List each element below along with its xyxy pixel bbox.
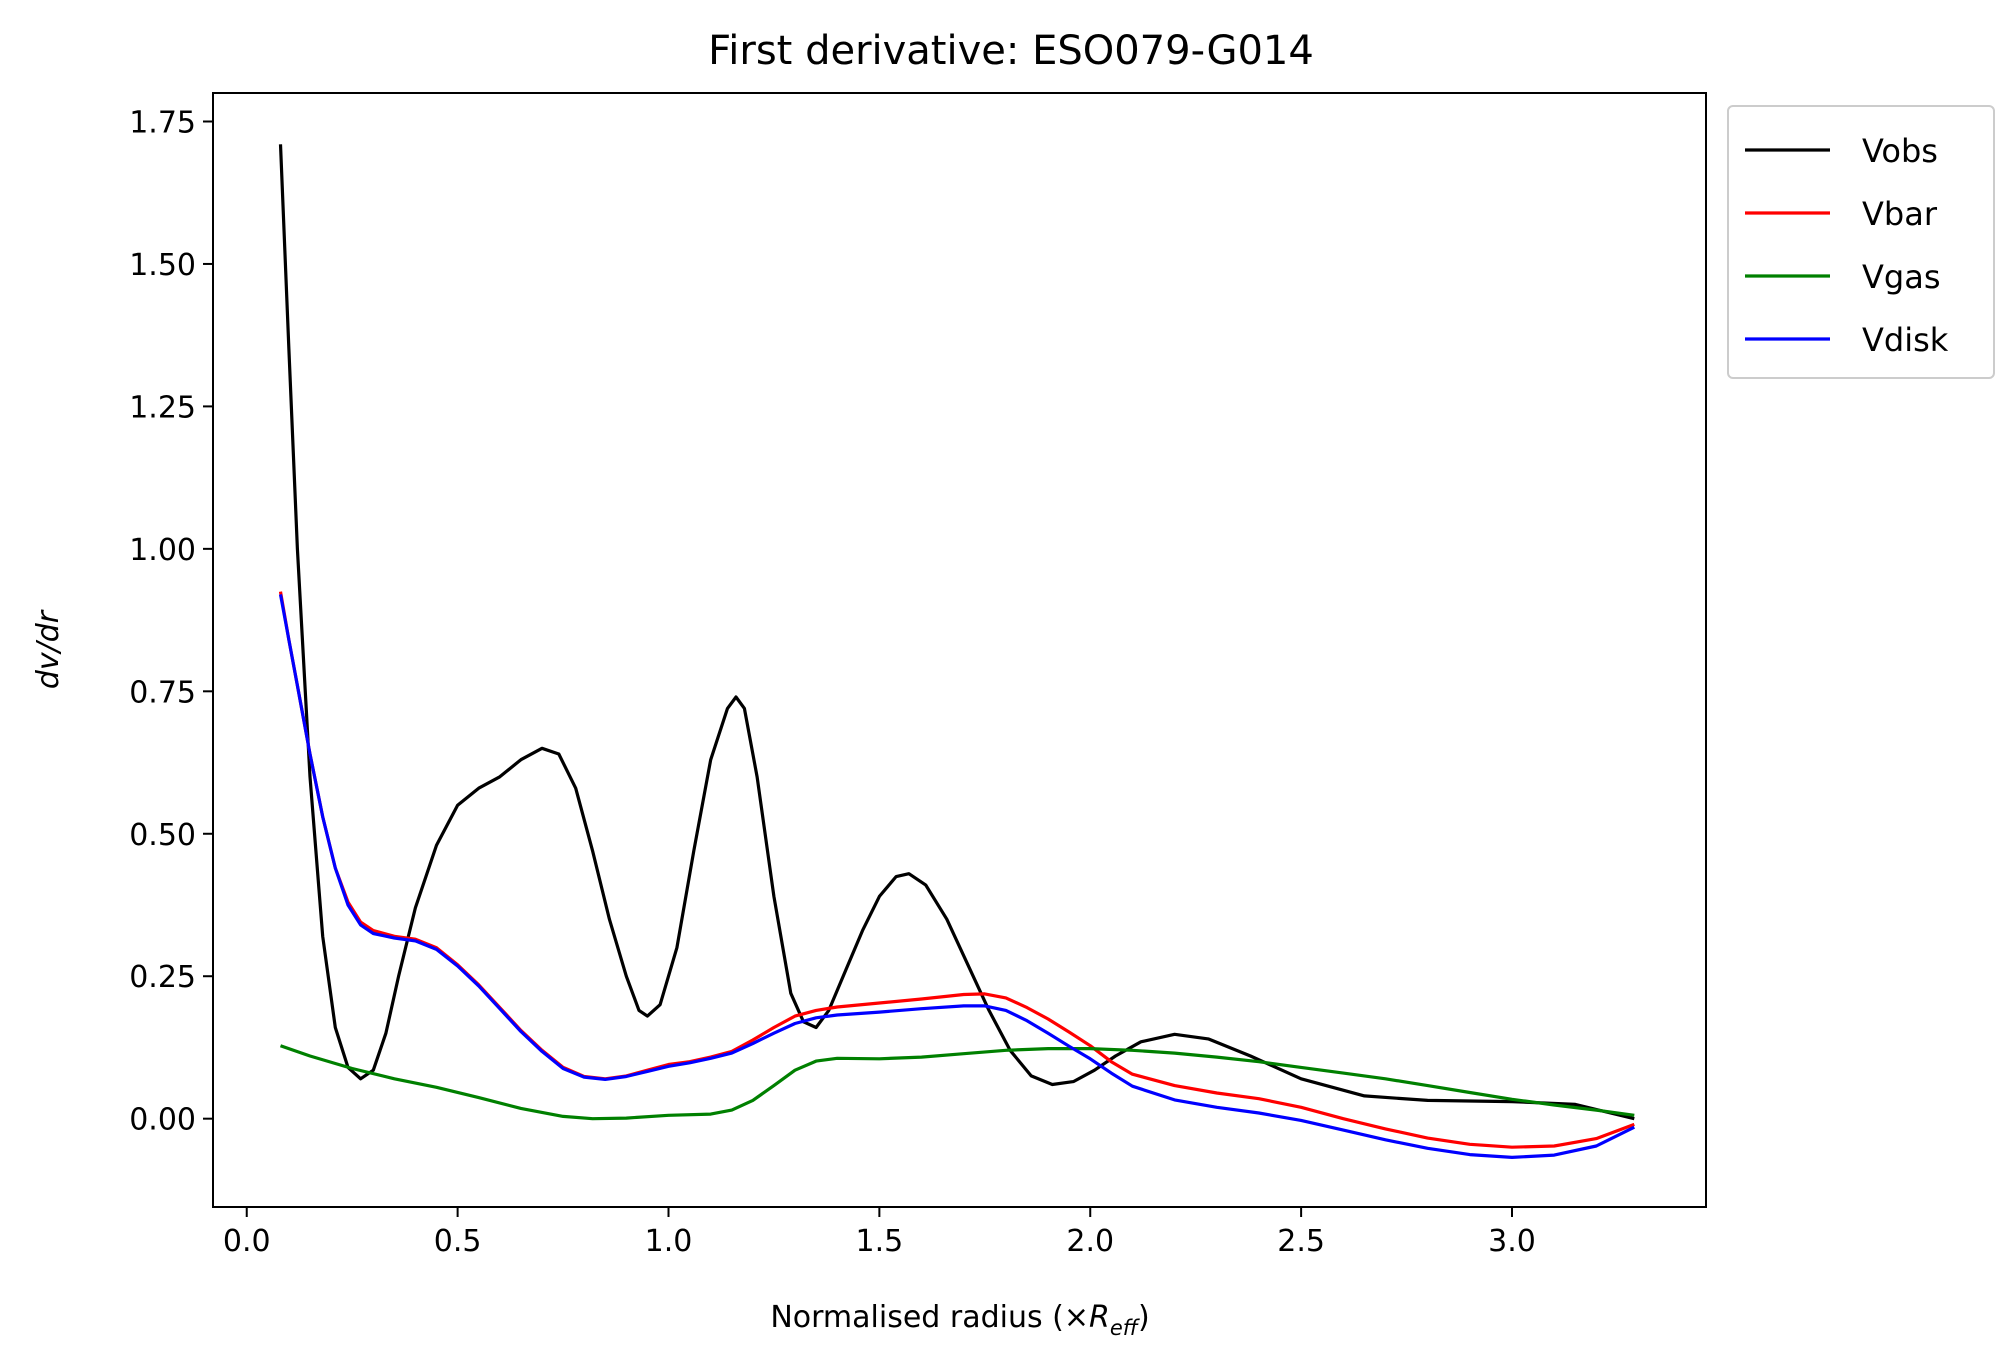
x-tick-label: 2.5 [1277, 1224, 1325, 1259]
series-layer [278, 144, 1636, 1159]
plot-frame [212, 92, 1707, 1208]
x-axis-label-suffix: ) [1138, 1300, 1150, 1335]
series-line-vdisk [278, 594, 1636, 1159]
y-tick-label: 0.50 [129, 818, 196, 853]
x-axis-label-subscript: eff [1110, 1316, 1141, 1340]
y-tick-label: 0.25 [129, 960, 196, 995]
legend-frame [1727, 105, 1995, 379]
y-tick-label: 1.75 [129, 105, 196, 140]
x-axis: 0.0 0.5 1.0 1.5 2.0 2.5 3.0 [223, 1207, 1536, 1259]
x-axis-label-prefix: Normalised radius (× [770, 1300, 1089, 1335]
y-axis-label: dv/dr [31, 609, 66, 689]
y-tick-label: 1.25 [129, 390, 196, 425]
legend-label-vgas: Vgas [1862, 258, 1940, 296]
legend-label-vdisk: Vdisk [1862, 321, 1949, 359]
y-tick-label: 0.00 [129, 1103, 196, 1138]
x-tick-label: 1.5 [856, 1224, 904, 1259]
y-tick-label: 1.50 [129, 248, 196, 283]
legend-label-vobs: Vobs [1862, 132, 1938, 170]
x-tick-label: 0.0 [223, 1224, 271, 1259]
series-line-vbar [278, 591, 1635, 1149]
legend-label-vbar: Vbar [1862, 195, 1938, 233]
chart-title: First derivative: ESO079-G014 [708, 28, 1314, 74]
series-line-vgas [279, 1044, 1635, 1121]
y-tick-label: 1.00 [129, 533, 196, 568]
y-axis: 0.00 0.25 0.50 0.75 1.00 1.25 1.50 1.75 [129, 105, 213, 1138]
x-tick-label: 2.0 [1066, 1224, 1114, 1259]
x-tick-label: 3.0 [1488, 1224, 1536, 1259]
x-tick-label: 0.5 [434, 1224, 482, 1259]
x-axis-label: Normalised radius (×Reff) [770, 1300, 1149, 1340]
y-tick-label: 0.75 [129, 675, 196, 710]
plot-area [212, 92, 1707, 1208]
x-tick-label: 1.0 [645, 1224, 693, 1259]
legend: Vobs Vbar Vgas Vdisk [1727, 105, 1995, 379]
x-axis-label-symbol: R [1089, 1300, 1110, 1335]
